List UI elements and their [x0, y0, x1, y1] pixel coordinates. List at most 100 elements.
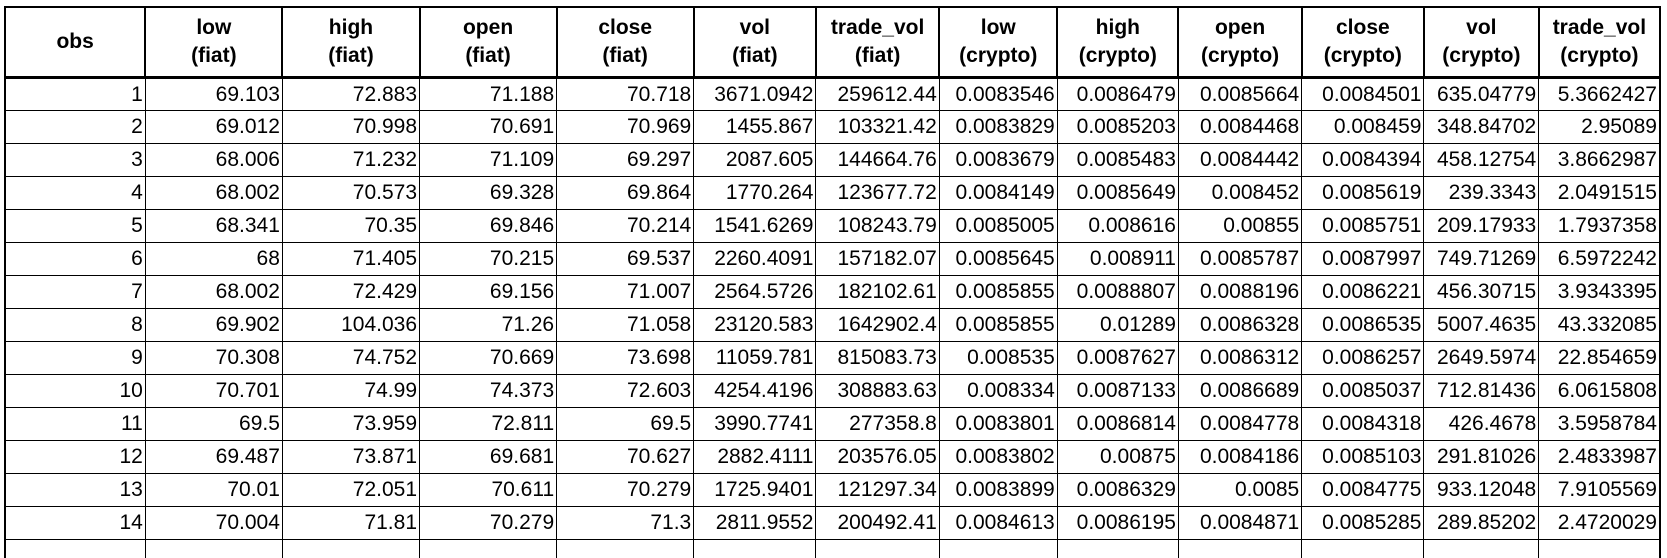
table-cell[interactable]: 2882.4111	[693, 440, 817, 474]
table-cell[interactable]: 0.0088196	[1177, 275, 1303, 309]
column-header[interactable]: open (fiat)	[418, 6, 558, 79]
table-cell[interactable]: 69.537	[556, 242, 695, 276]
table-cell[interactable]: 426.4678	[1423, 407, 1540, 441]
table-cell[interactable]: 3	[4, 143, 146, 177]
table-cell[interactable]: 2.4833987	[1538, 440, 1661, 474]
table-cell[interactable]: 7	[4, 275, 146, 309]
table-cell[interactable]: 70.969	[556, 110, 695, 144]
table-cell[interactable]: 0.0085	[1177, 473, 1303, 507]
table-cell-empty[interactable]	[4, 539, 146, 558]
table-cell[interactable]: 70.691	[419, 110, 558, 144]
table-cell[interactable]: 11059.781	[693, 341, 817, 375]
table-cell[interactable]: 200492.41	[815, 506, 940, 540]
table-cell[interactable]: 104.036	[281, 308, 421, 342]
table-cell-empty[interactable]	[1177, 539, 1303, 558]
table-cell[interactable]: 0.0086535	[1301, 308, 1425, 342]
table-cell[interactable]: 7.9105569	[1538, 473, 1661, 507]
table-cell[interactable]: 69.681	[419, 440, 558, 474]
table-cell[interactable]: 74.99	[281, 374, 421, 408]
column-header[interactable]: low (fiat)	[144, 6, 284, 79]
table-cell[interactable]: 1725.9401	[693, 473, 817, 507]
table-cell[interactable]: 73.698	[556, 341, 695, 375]
table-cell[interactable]: 72.603	[556, 374, 695, 408]
column-header[interactable]: obs	[4, 6, 147, 79]
table-cell[interactable]: 5.3662427	[1538, 77, 1661, 111]
table-cell[interactable]: 3990.7741	[693, 407, 817, 441]
table-cell[interactable]: 70.215	[419, 242, 558, 276]
table-cell[interactable]: 121297.34	[815, 473, 940, 507]
table-cell[interactable]: 43.332085	[1538, 308, 1661, 342]
table-cell[interactable]: 69.297	[556, 143, 695, 177]
table-cell[interactable]: 1.7937358	[1538, 209, 1661, 243]
table-cell[interactable]: 103321.42	[815, 110, 940, 144]
table-cell[interactable]: 70.279	[556, 473, 695, 507]
table-cell[interactable]: 71.26	[419, 308, 558, 342]
table-cell[interactable]: 71.81	[281, 506, 421, 540]
table-cell[interactable]: 5	[4, 209, 146, 243]
table-cell[interactable]: 0.0086257	[1301, 341, 1425, 375]
table-cell[interactable]: 2.4720029	[1538, 506, 1661, 540]
table-cell[interactable]: 74.373	[419, 374, 558, 408]
table-cell[interactable]: 0.00875	[1056, 440, 1179, 474]
table-cell[interactable]: 0.0084468	[1177, 110, 1303, 144]
table-cell[interactable]: 0.0087627	[1056, 341, 1179, 375]
table-cell-empty[interactable]	[144, 539, 283, 558]
table-cell[interactable]: 22.854659	[1538, 341, 1661, 375]
table-cell[interactable]: 0.0087997	[1301, 242, 1425, 276]
table-cell[interactable]: 0.0085005	[938, 209, 1058, 243]
table-cell[interactable]: 71.058	[556, 308, 695, 342]
table-cell-empty[interactable]	[1538, 539, 1661, 558]
table-cell[interactable]: 0.0086221	[1301, 275, 1425, 309]
table-cell[interactable]: 0.0085649	[1056, 176, 1179, 210]
table-cell[interactable]: 70.998	[281, 110, 421, 144]
table-cell-empty[interactable]	[938, 539, 1058, 558]
table-cell[interactable]: 0.0086689	[1177, 374, 1303, 408]
column-header[interactable]: vol (crypto)	[1422, 6, 1540, 79]
table-cell[interactable]: 23120.583	[693, 308, 817, 342]
table-cell[interactable]: 0.0085787	[1177, 242, 1303, 276]
table-cell[interactable]: 70.004	[144, 506, 283, 540]
table-cell[interactable]: 0.0084186	[1177, 440, 1303, 474]
table-cell-empty[interactable]	[1301, 539, 1425, 558]
table-cell[interactable]: 70.718	[556, 77, 695, 111]
table-cell[interactable]: 0.008452	[1177, 176, 1303, 210]
table-cell[interactable]: 0.0086312	[1177, 341, 1303, 375]
table-cell[interactable]: 0.0083829	[938, 110, 1058, 144]
table-cell[interactable]: 0.008459	[1301, 110, 1425, 144]
table-cell[interactable]: 72.429	[281, 275, 421, 309]
table-cell[interactable]: 71.3	[556, 506, 695, 540]
table-cell-empty[interactable]	[693, 539, 817, 558]
table-cell[interactable]: 73.871	[281, 440, 421, 474]
table-cell[interactable]: 71.109	[419, 143, 558, 177]
table-cell[interactable]: 1541.6269	[693, 209, 817, 243]
table-cell[interactable]: 456.30715	[1423, 275, 1540, 309]
table-cell[interactable]: 458.12754	[1423, 143, 1540, 177]
table-cell[interactable]: 0.0084318	[1301, 407, 1425, 441]
table-cell[interactable]: 4254.4196	[693, 374, 817, 408]
table-cell[interactable]: 0.0084775	[1301, 473, 1425, 507]
table-cell[interactable]: 0.0086195	[1056, 506, 1179, 540]
table-cell[interactable]: 0.01289	[1056, 308, 1179, 342]
table-cell[interactable]: 0.008911	[1056, 242, 1179, 276]
table-cell[interactable]: 69.846	[419, 209, 558, 243]
table-cell[interactable]: 239.3343	[1423, 176, 1540, 210]
table-cell[interactable]: 203576.05	[815, 440, 940, 474]
column-header[interactable]: high (crypto)	[1056, 6, 1180, 79]
table-cell[interactable]: 0.0085483	[1056, 143, 1179, 177]
table-cell[interactable]: 68.006	[144, 143, 283, 177]
table-cell[interactable]: 0.008334	[938, 374, 1058, 408]
table-cell[interactable]: 68.341	[144, 209, 283, 243]
table-cell[interactable]: 70.627	[556, 440, 695, 474]
table-cell[interactable]: 0.0085619	[1301, 176, 1425, 210]
table-cell[interactable]: 182102.61	[815, 275, 940, 309]
table-cell[interactable]: 3.8662987	[1538, 143, 1661, 177]
table-cell[interactable]: 815083.73	[815, 341, 940, 375]
table-cell[interactable]: 10	[4, 374, 146, 408]
table-cell[interactable]: 144664.76	[815, 143, 940, 177]
column-header[interactable]: open (crypto)	[1177, 6, 1303, 79]
table-cell[interactable]: 0.0085751	[1301, 209, 1425, 243]
table-cell[interactable]: 635.04779	[1423, 77, 1540, 111]
table-cell[interactable]: 0.0084501	[1301, 77, 1425, 111]
table-cell[interactable]: 0.0085285	[1301, 506, 1425, 540]
table-cell[interactable]: 70.01	[144, 473, 283, 507]
